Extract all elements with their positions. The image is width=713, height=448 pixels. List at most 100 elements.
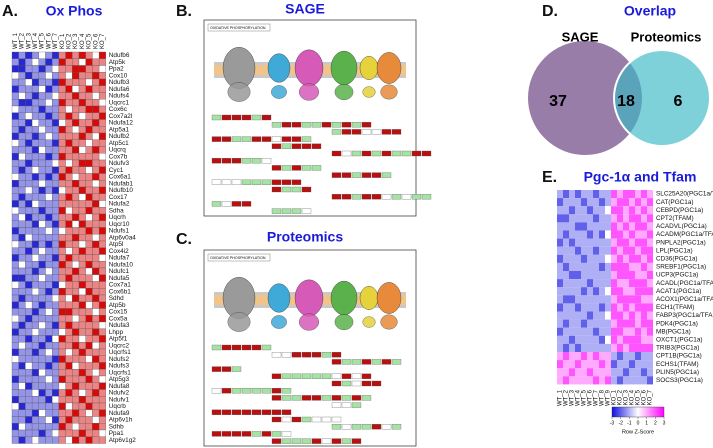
heatmap-cell <box>635 376 641 385</box>
heatmap-cell <box>635 271 641 280</box>
heatmap-cell <box>52 416 60 424</box>
heatmap-cell <box>72 139 80 147</box>
heatmap-cell <box>98 159 106 167</box>
heatmap-cell <box>31 247 39 255</box>
row-label: Sdhb <box>109 423 124 430</box>
heatmap-cell <box>647 262 653 271</box>
heatmap-cell <box>58 65 66 73</box>
heatmap-cell <box>85 409 93 417</box>
heatmap-cell <box>98 369 106 377</box>
heatmap-cell <box>641 343 647 352</box>
gene-box <box>311 352 322 358</box>
heatmap-cell <box>25 207 33 215</box>
heatmap-cell <box>85 274 93 282</box>
heatmap-cell <box>18 166 26 174</box>
heatmap-cell <box>647 360 653 369</box>
heatmap-cell <box>38 355 46 363</box>
heatmap-cell <box>581 238 587 247</box>
set-circle <box>613 49 711 147</box>
heatmap-cell <box>38 92 46 100</box>
heatmap-cell <box>18 409 26 417</box>
heatmap-cell <box>11 99 19 107</box>
gene-box <box>301 136 312 142</box>
heatmap-cell <box>25 132 33 140</box>
heatmap-cell <box>45 267 53 275</box>
heatmap-cell <box>72 132 80 140</box>
set-label: Proteomics <box>631 29 702 44</box>
heatmap-cell <box>599 246 605 255</box>
heatmap-cell <box>617 279 623 288</box>
gene-box <box>311 395 322 401</box>
heatmap-cell <box>11 402 19 410</box>
heatmap-cell <box>593 319 599 328</box>
row-label: Ndufb6 <box>109 52 130 59</box>
gene-box <box>281 438 292 444</box>
heatmap-cell <box>85 335 93 343</box>
heatmap-cell <box>45 362 53 370</box>
heatmap-cell <box>557 214 563 223</box>
heatmap-cell <box>25 85 33 93</box>
gene-box <box>361 172 372 178</box>
heatmap-cell <box>31 234 39 242</box>
heatmap-cell <box>58 362 66 370</box>
heatmap-cell <box>11 112 19 120</box>
heatmap-cell <box>25 200 33 208</box>
heatmap-cell <box>18 240 26 248</box>
heatmap-cell <box>31 186 39 194</box>
heatmap-cell <box>25 355 33 363</box>
heatmap-cell <box>641 319 647 328</box>
gene-box <box>341 402 352 408</box>
title-box <box>207 253 271 262</box>
heatmap-cell <box>98 166 106 174</box>
heatmap-cell <box>98 193 106 201</box>
heatmap-cell <box>623 230 629 239</box>
heatmap-cell <box>98 65 106 73</box>
heatmap-cell <box>25 240 33 248</box>
gene-box <box>411 194 422 200</box>
heatmap-cell <box>581 254 587 263</box>
heatmap-cell <box>78 139 86 147</box>
heatmap-cell <box>18 173 26 181</box>
heatmap-cell <box>58 267 66 275</box>
heatmap-cell <box>18 416 26 424</box>
heatmap-cell <box>78 375 86 383</box>
heatmap-cell <box>557 368 563 377</box>
heatmap-cell <box>25 112 33 120</box>
heatmap-cell <box>557 206 563 215</box>
heatmap-cell <box>563 190 569 199</box>
heatmap-cell <box>72 153 80 161</box>
heatmap-cell <box>25 375 33 383</box>
heatmap-cell <box>635 246 641 255</box>
heatmap-cell <box>72 112 80 120</box>
heatmap-cell <box>85 396 93 404</box>
heatmap-cell <box>92 153 100 161</box>
heatmap-cell <box>72 51 80 59</box>
heatmap-cell <box>569 343 575 352</box>
heatmap-cell <box>18 247 26 255</box>
gene-box <box>311 122 322 128</box>
heatmap-cell <box>605 327 611 336</box>
heatmap-cell <box>92 207 100 215</box>
gene-box <box>281 352 292 358</box>
heatmap-cell <box>641 230 647 239</box>
heatmap-cell <box>31 180 39 188</box>
heatmap-cell <box>72 126 80 134</box>
heatmap-cell <box>72 429 80 437</box>
heatmap-cell <box>85 220 93 228</box>
heatmap-cell <box>85 369 93 377</box>
heatmap-cell <box>31 274 39 282</box>
heatmap-cell <box>45 213 53 221</box>
row-label: Atp5g3 <box>109 376 130 383</box>
complex <box>380 84 398 100</box>
heatmap-cell <box>11 369 19 377</box>
gene-box <box>211 179 222 185</box>
heatmap-cell <box>11 342 19 350</box>
heatmap-cell <box>569 222 575 231</box>
heatmap-cell <box>611 198 617 207</box>
heatmap-cell <box>92 99 100 107</box>
heatmap-cell <box>65 436 73 444</box>
heatmap-cell <box>72 240 80 248</box>
heatmap-cell <box>11 72 19 80</box>
gene-box <box>361 194 372 200</box>
heatmap-cell <box>641 368 647 377</box>
